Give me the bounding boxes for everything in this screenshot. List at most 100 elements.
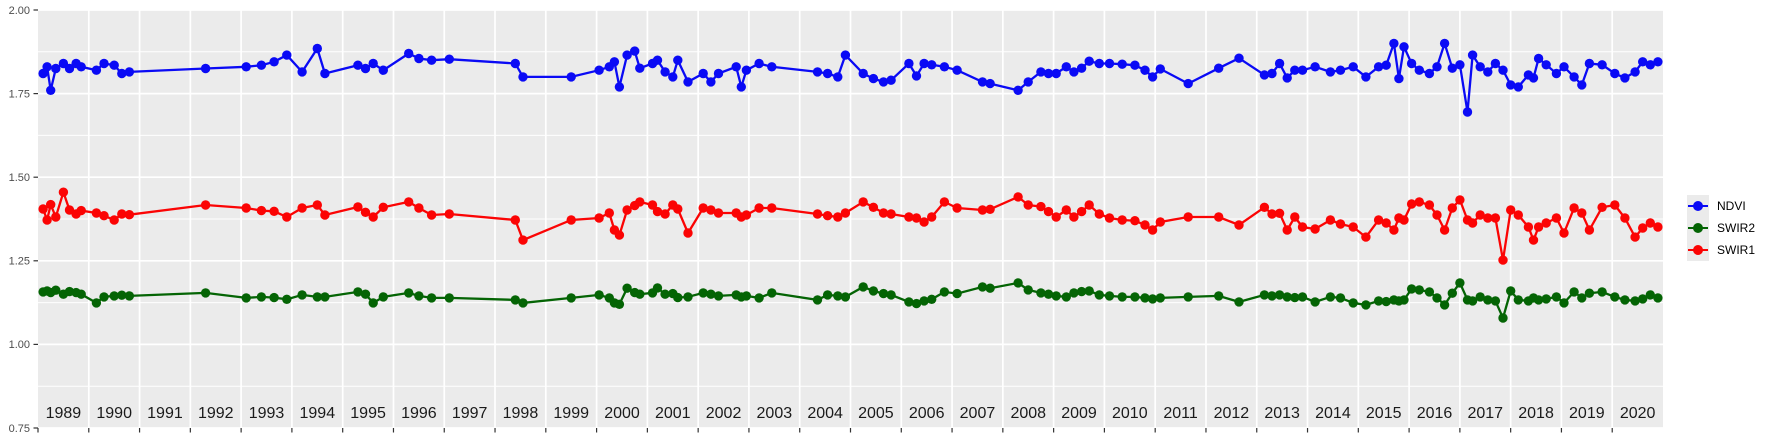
data-point-swir1 [1036, 201, 1046, 212]
data-point-swir2 [919, 296, 929, 306]
data-point-ndvi [1584, 58, 1595, 69]
data-point-ndvi [683, 77, 693, 87]
data-point-swir1 [1214, 212, 1224, 222]
data-point-swir1 [1399, 215, 1409, 225]
data-point-swir2 [1061, 292, 1072, 302]
data-point-swir1 [767, 203, 777, 213]
data-point-ndvi [1455, 60, 1465, 70]
x-tick-label: 2007 [960, 405, 996, 422]
data-point-swir2 [1577, 293, 1587, 303]
data-point-swir2 [868, 286, 879, 296]
data-point-swir1 [635, 197, 645, 207]
data-point-swir1 [1447, 203, 1458, 213]
data-point-swir2 [1645, 290, 1656, 300]
data-point-ndvi [919, 58, 929, 69]
data-point-ndvi [594, 65, 604, 75]
data-point-swir2 [378, 292, 388, 302]
data-point-swir1 [1513, 210, 1524, 220]
data-point-swir1 [117, 209, 127, 219]
data-point-ndvi [1130, 60, 1140, 70]
data-point-swir2 [1104, 291, 1115, 301]
x-tick-label: 1993 [249, 405, 285, 422]
data-point-swir2 [269, 292, 279, 303]
data-point-swir1 [868, 202, 879, 212]
data-point-swir1 [256, 205, 267, 216]
data-point-swir2 [1513, 295, 1524, 305]
data-point-swir1 [858, 197, 868, 207]
data-point-ndvi [1290, 65, 1300, 75]
data-point-swir1 [1439, 225, 1450, 235]
data-point-swir1 [1310, 224, 1320, 234]
data-point-swir2 [1620, 295, 1630, 305]
data-point-ndvi [1528, 73, 1539, 83]
data-point-swir2 [282, 294, 292, 304]
x-tick-label: 2010 [1112, 405, 1148, 422]
data-point-swir1 [241, 203, 251, 213]
data-point-swir2 [404, 288, 414, 298]
data-point-swir1 [1620, 213, 1630, 223]
data-point-ndvi [1467, 50, 1478, 60]
data-point-swir2 [518, 298, 528, 308]
data-point-ndvi [767, 62, 777, 72]
data-point-swir2 [1290, 292, 1300, 303]
y-tick-label: 0.75 [9, 423, 30, 435]
data-point-swir1 [840, 208, 851, 218]
data-point-ndvi [985, 78, 995, 89]
data-point-swir1 [360, 207, 371, 217]
data-point-swir1 [1541, 218, 1551, 228]
data-point-swir2 [985, 283, 995, 293]
data-point-swir2 [1406, 284, 1417, 294]
data-point-swir2 [1414, 285, 1425, 295]
data-point-swir2 [1467, 296, 1478, 306]
data-point-swir2 [886, 290, 896, 300]
data-point-swir1 [1597, 202, 1607, 212]
data-point-swir2 [1140, 293, 1150, 303]
legend-item-swir2: SWIR2 [1687, 217, 1755, 239]
x-tick-label: 1996 [401, 405, 437, 422]
data-point-swir2 [1455, 278, 1465, 288]
data-point-ndvi [368, 58, 378, 69]
data-point-ndvi [378, 65, 388, 75]
data-point-swir1 [38, 204, 48, 214]
data-point-swir2 [360, 289, 371, 299]
data-point-ndvi [1274, 58, 1285, 69]
legend: NDVI SWIR2 SWIR1 [1687, 195, 1755, 261]
data-point-ndvi [1155, 64, 1166, 74]
data-point-swir1 [660, 209, 670, 219]
data-point-ndvi [426, 55, 437, 65]
data-point-ndvi [1630, 67, 1640, 77]
data-point-ndvi [269, 57, 279, 67]
legend-label-swir1: SWIR1 [1717, 243, 1756, 257]
data-point-swir1 [1424, 200, 1435, 210]
legend-key-ndvi-icon [1687, 195, 1709, 217]
data-point-ndvi [673, 55, 683, 65]
data-point-swir2 [99, 292, 109, 302]
data-point-ndvi [1076, 63, 1087, 73]
data-point-swir1 [426, 210, 437, 220]
data-point-ndvi [1094, 58, 1105, 69]
data-point-swir1 [1325, 215, 1336, 225]
data-point-swir2 [1076, 286, 1087, 297]
data-point-swir2 [904, 297, 914, 307]
x-tick-label: 2003 [757, 405, 793, 422]
data-point-swir1 [404, 197, 414, 207]
data-point-swir1 [76, 205, 86, 216]
data-point-swir1 [1297, 222, 1308, 232]
data-point-swir1 [1483, 213, 1493, 223]
data-point-swir2 [1551, 292, 1562, 302]
data-point-ndvi [1267, 68, 1277, 79]
y-tick-label: 1.75 [9, 88, 30, 100]
data-point-swir2 [1653, 293, 1663, 303]
data-point-ndvi [1061, 62, 1072, 72]
data-point-swir1 [58, 187, 69, 197]
x-tick-label: 2000 [604, 405, 640, 422]
data-point-ndvi [1559, 62, 1569, 72]
data-point-ndvi [414, 53, 424, 64]
data-point-swir2 [241, 293, 251, 303]
data-point-ndvi [1506, 80, 1516, 90]
data-point-swir2 [566, 293, 576, 303]
data-point-swir1 [1335, 219, 1346, 229]
data-point-swir1 [378, 202, 388, 212]
data-point-ndvi [91, 65, 102, 75]
data-point-swir1 [904, 212, 914, 222]
